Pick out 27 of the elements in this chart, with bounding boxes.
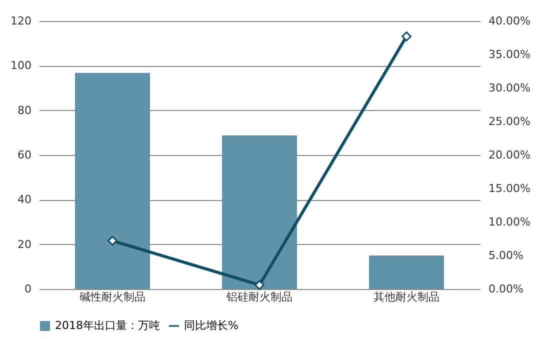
y-tick-label: 80 [18, 104, 32, 117]
bar [222, 135, 297, 289]
point [254, 280, 264, 290]
point [402, 31, 412, 42]
x-tick-label: 其他耐火制品 [374, 290, 440, 304]
y2-tick-label: 35.00% [488, 48, 530, 61]
y-tick-label: 60 [18, 148, 32, 162]
y2-tick-label: 40.00% [488, 14, 530, 28]
x-tick-label: 碱性耐火制品 [80, 290, 146, 304]
y-tick-label: 100 [10, 59, 32, 72]
y-tick-label: 0 [24, 282, 32, 296]
legend-label: 2018年出口量：万吨 [55, 319, 160, 332]
y2-tick-label: 20.00% [488, 148, 530, 162]
y2-tick-label: 25.00% [488, 115, 530, 128]
y2-tick-label: 5.00% [488, 249, 524, 262]
point [108, 236, 118, 246]
y-tick-label: 20 [18, 238, 32, 251]
y-tick-label: 40 [18, 193, 32, 206]
y2-tick-label: 10.00% [488, 216, 530, 228]
legend-label: 同比增长% [184, 319, 238, 332]
bar [369, 256, 444, 289]
y2-tick-label: 0.00% [488, 282, 524, 296]
y-tick-label: 120 [10, 14, 32, 28]
x-tick-label: 铝硅耐火制品 [226, 290, 292, 304]
bar [75, 72, 150, 289]
y2-tick-label: 30.00% [488, 82, 530, 94]
y2-tick-label: 15.00% [488, 182, 530, 195]
